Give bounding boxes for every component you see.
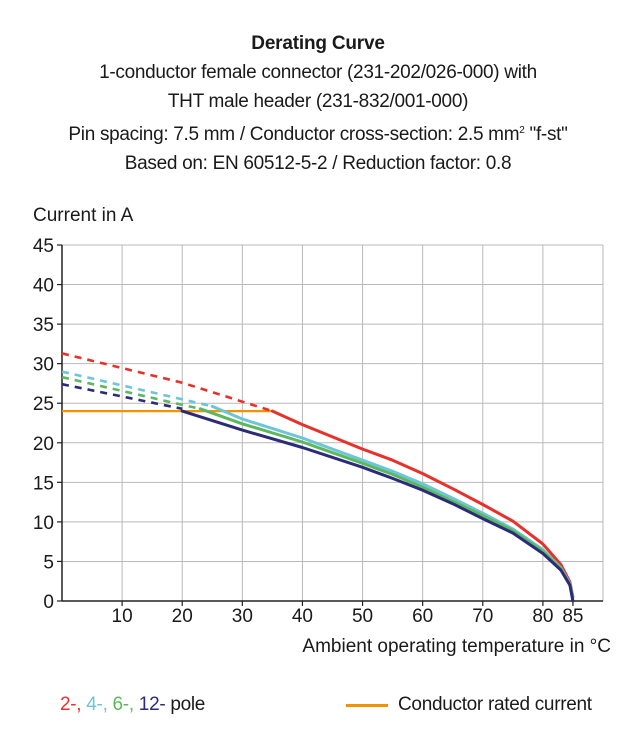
subtitle-line-2: THT male header (231-832/001-000) (167, 91, 469, 112)
y-tick-label-0: 0 (43, 592, 54, 613)
pole-legend: 2-, 4-, 6-, 12- pole (60, 694, 205, 716)
series-lines (61, 352, 575, 603)
y-tick-label-15: 15 (33, 473, 54, 494)
pole-legend-items: 2-, 4-, 6-, 12- (60, 694, 166, 715)
legend-separator: , (76, 694, 87, 715)
y-tick-label-45: 45 (33, 236, 54, 257)
axes (57, 244, 603, 606)
y-tick-label-35: 35 (33, 315, 54, 336)
x-tick-label-40: 40 (292, 606, 313, 627)
rated-current-legend-label: Conductor rated current (398, 694, 592, 715)
subtitle-line-4: Based on: EN 60512-5-2 / Reduction facto… (124, 153, 512, 174)
series-6-pole-solid (198, 407, 575, 599)
y-tick-label-30: 30 (33, 355, 54, 376)
legend-pole-4: 4- (86, 694, 103, 715)
series-4-pole-solid (210, 404, 575, 599)
x-tick-label-85: 85 (562, 606, 583, 627)
x-tick-label-20: 20 (172, 606, 193, 627)
series-6-pole-dashed (61, 375, 201, 411)
series-2-pole-dashed (61, 352, 273, 413)
y-tick-label-5: 5 (43, 552, 54, 573)
rated-current-legend-swatch (346, 703, 388, 707)
series-4-pole-dashed (61, 370, 213, 408)
x-tick-label-50: 50 (352, 606, 373, 627)
rated-current-legend: Conductor rated current (346, 694, 592, 716)
subtitle-line-1: 1-conductor female connector (231-202/02… (99, 62, 537, 83)
legend-pole-2: 2- (60, 694, 77, 715)
y-tick-label-25: 25 (33, 394, 54, 415)
y-tick-label-20: 20 (33, 434, 54, 455)
y-tick-label-40: 40 (33, 276, 54, 297)
legend-separator: , (102, 694, 113, 715)
legend-pole-12: 12- (138, 694, 166, 715)
subtitle-line-3: Pin spacing: 7.5 mm / Conductor cross-se… (0, 116, 636, 149)
chart-title: Derating Curve (251, 33, 385, 54)
tick-labels: 0 5 10 15 20 25 30 35 40 45 10 20 30 40 50 60 70 80 85 (33, 236, 584, 627)
subtitle-line-3-text: Pin spacing: 7.5 mm / Conductor cross-se… (68, 124, 520, 145)
series-12-pole-solid (180, 409, 575, 603)
x-tick-label-10: 10 (112, 606, 133, 627)
legend-separator: , (128, 694, 139, 715)
x-tick-label-30: 30 (232, 606, 253, 627)
pole-legend-word: pole (165, 694, 206, 715)
y-axis-label: Current in A (33, 205, 134, 226)
grid (62, 244, 604, 601)
subtitle-line-3-suffix: "f-st" (524, 124, 568, 145)
legend-pole-6: 6- (112, 694, 130, 715)
y-tick-label-10: 10 (33, 513, 54, 534)
subtitle-superscript: 2 (519, 125, 525, 136)
chart-header: Derating Curve 1-conductor female connec… (0, 30, 636, 178)
x-tick-label-60: 60 (412, 606, 433, 627)
x-axis-label: Ambient operating temperature in °C (302, 636, 611, 657)
x-tick-label-80: 80 (532, 606, 553, 627)
x-tick-label-70: 70 (472, 606, 493, 627)
